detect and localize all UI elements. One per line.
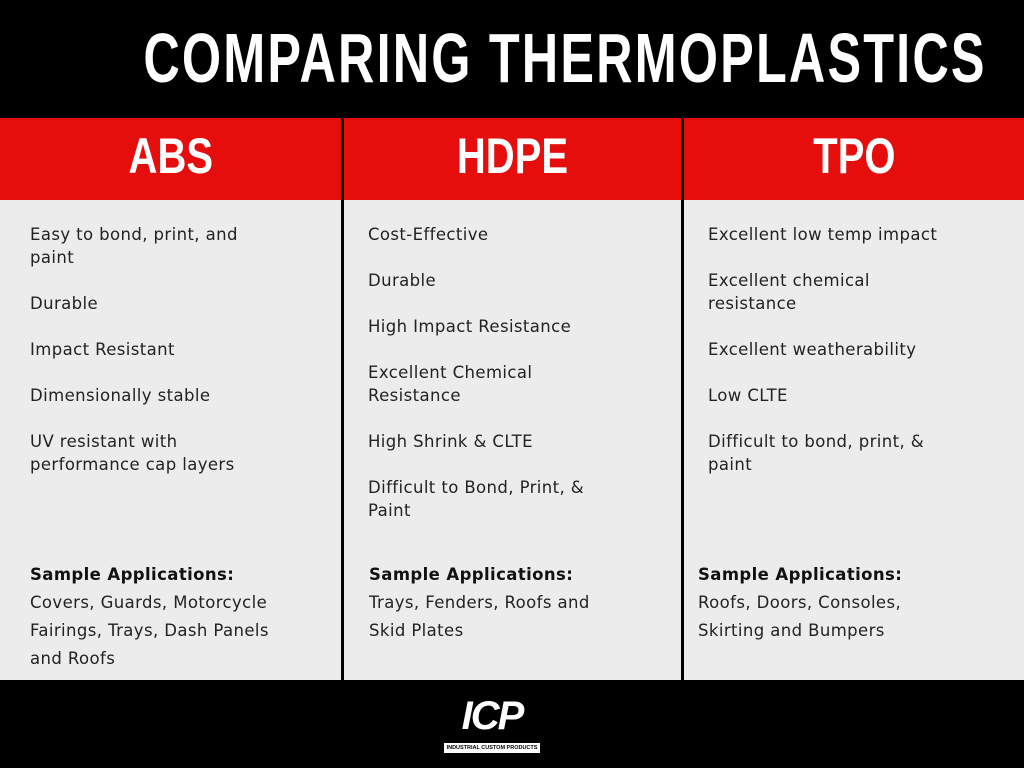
property: High Impact Resistance <box>368 317 572 336</box>
property: Excellent Chemical Resistance <box>368 363 533 405</box>
applications: Sample Applications: Covers, Guards, Mot… <box>30 561 285 673</box>
column-title: HDPE <box>456 128 569 184</box>
property-list: Easy to bond, print, and paint Durable Imp… <box>30 223 285 499</box>
column-header: ABS <box>0 118 341 200</box>
property: Excellent weatherability <box>708 340 917 359</box>
property: Durable <box>30 294 99 313</box>
applications-label: Sample Applications: <box>30 565 235 584</box>
property-list: Cost-Effective Durable High Impact Resista… <box>368 223 623 545</box>
applications: Sample Applications: Roofs, Doors, Conso… <box>698 561 953 645</box>
column: ABS Easy to bond, print, and paint Durable… <box>0 118 341 680</box>
property: Difficult to Bond, Print, & Paint <box>368 478 585 520</box>
column: HDPE Cost-Effective Durable High Impact Res… <box>344 118 681 680</box>
property: Dimensionally stable <box>30 386 211 405</box>
logo: ICP <box>461 694 525 738</box>
applications-label: Sample Applications: <box>698 565 903 584</box>
property: Durable <box>368 271 437 290</box>
applications-label: Sample Applications: <box>369 565 574 584</box>
property: UV resistant with performance cap layers <box>30 432 235 474</box>
column-header: TPO <box>684 118 1024 200</box>
property-list: Excellent low temp impact Excellent chemi… <box>708 223 963 499</box>
property: Excellent low temp impact <box>708 225 938 244</box>
footer: ICP INDUSTRIAL CUSTOM PRODUCTS <box>0 680 1024 768</box>
applications-text: Roofs, Doors, Consoles, Skirting and Bum… <box>698 593 902 640</box>
property: Cost-Effective <box>368 225 489 244</box>
applications: Sample Applications: Trays, Fenders, Roo… <box>369 561 624 645</box>
applications-text: Trays, Fenders, Roofs and Skid Plates <box>369 593 590 640</box>
applications-text: Covers, Guards, Motorcycle Fairings, Tra… <box>30 593 269 668</box>
header-band: COMPARING THERMOPLASTICS <box>0 0 1024 118</box>
column-title: ABS <box>128 128 213 184</box>
property: High Shrink & CLTE <box>368 432 533 451</box>
column-title: TPO <box>812 128 896 184</box>
column: TPO Excellent low temp impact Excellent ch… <box>684 118 1024 680</box>
column-header: HDPE <box>344 118 681 200</box>
property: Impact Resistant <box>30 340 175 359</box>
property: Low CLTE <box>708 386 788 405</box>
tagline: INDUSTRIAL CUSTOM PRODUCTS <box>444 743 540 753</box>
title: COMPARING THERMOPLASTICS <box>143 19 987 97</box>
property: Difficult to bond, print, & paint <box>708 432 925 474</box>
property: Excellent chemical resistance <box>708 271 870 313</box>
property: Easy to bond, print, and paint <box>30 225 238 267</box>
